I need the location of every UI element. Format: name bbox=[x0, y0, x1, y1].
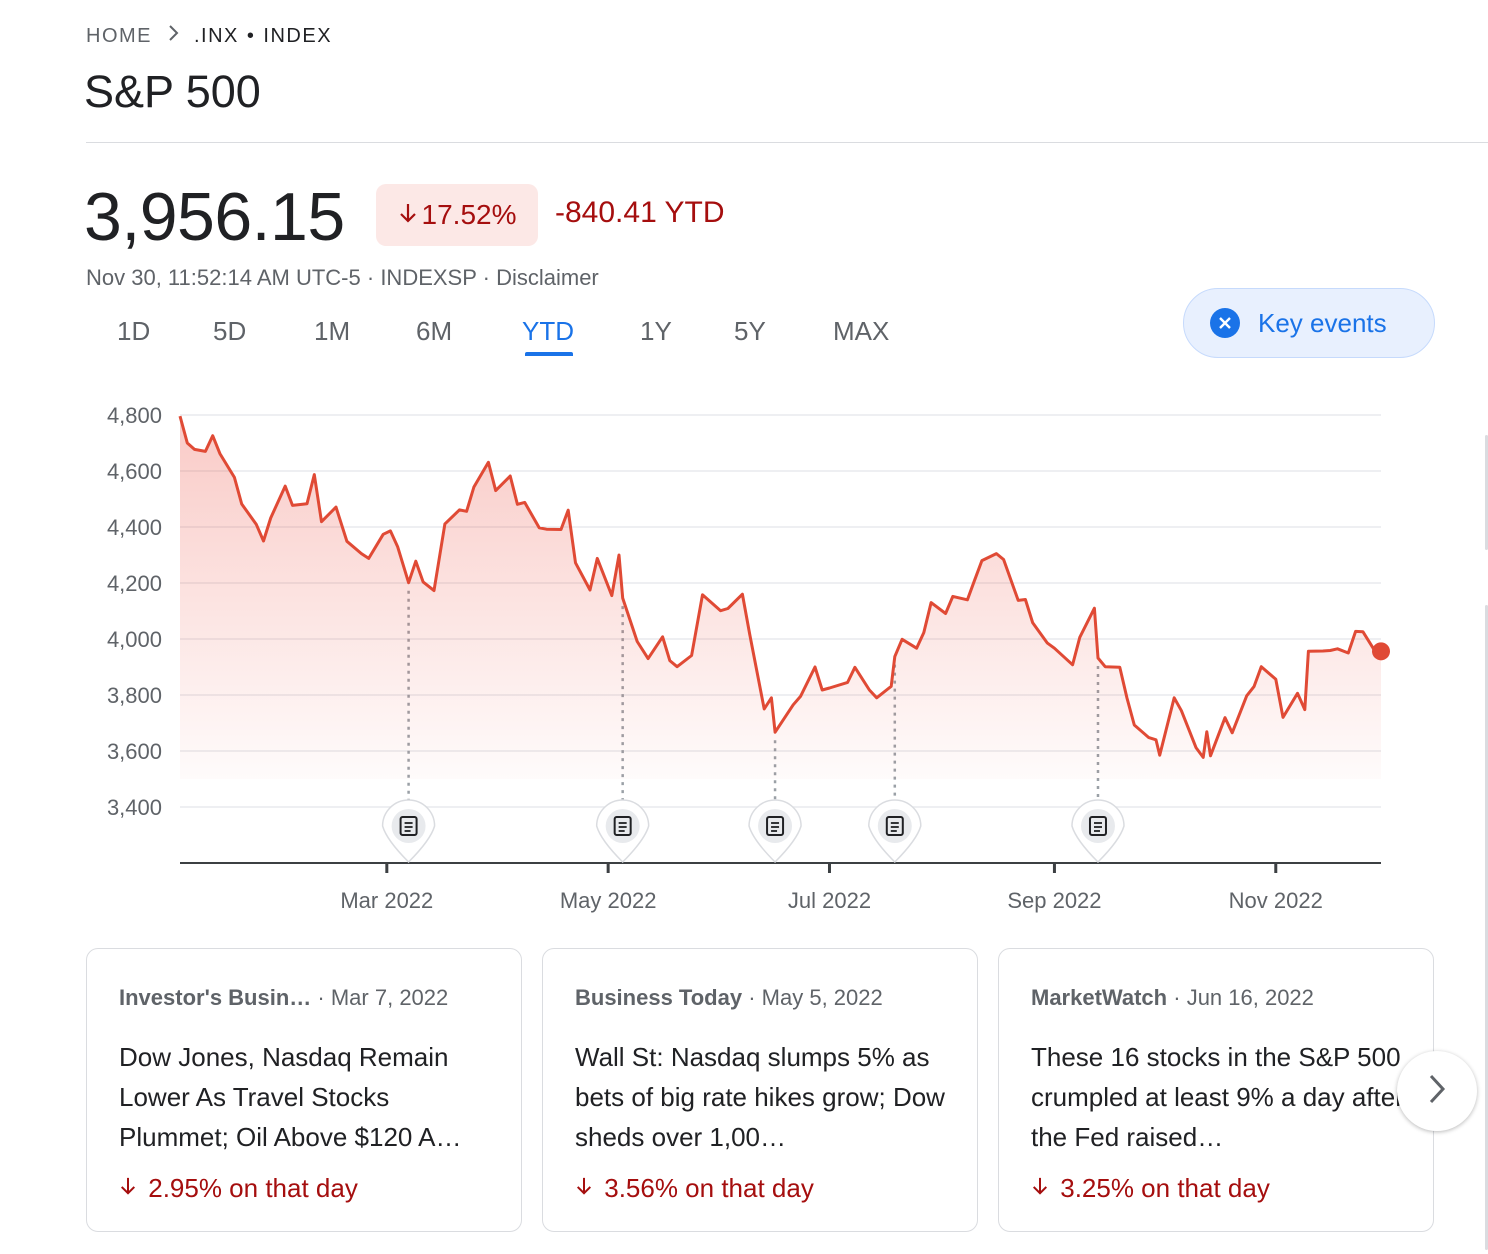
news-change: 2.95% on that day bbox=[119, 1173, 358, 1204]
x-tick-label: Jul 2022 bbox=[788, 888, 871, 913]
news-source: Investor's Busin… bbox=[119, 985, 312, 1010]
news-source-line: Investor's Busin… · Mar 7, 2022 bbox=[119, 985, 448, 1011]
news-headline: Wall St: Nasdaq slumps 5% as bets of big… bbox=[575, 1042, 945, 1152]
percent-change-badge: 17.52% bbox=[376, 184, 538, 246]
key-events-toggle[interactable]: Key events bbox=[1183, 288, 1435, 358]
article-icon bbox=[613, 816, 632, 836]
article-icon-frame bbox=[885, 816, 904, 836]
news-card[interactable]: Investor's Busin… · Mar 7, 2022 Dow Jone… bbox=[86, 948, 522, 1232]
article-icon-frame bbox=[1088, 816, 1107, 836]
breadcrumb-type: INDEX bbox=[263, 24, 333, 47]
news-source: MarketWatch bbox=[1031, 985, 1168, 1010]
current-price-dot bbox=[1372, 642, 1390, 661]
arrow-down-icon bbox=[575, 1173, 600, 1203]
article-icon-frame bbox=[613, 816, 632, 836]
breadcrumb: HOME .INX • INDEX bbox=[86, 24, 332, 48]
quote-meta: Nov 30, 11:52:14 AM UTC-5 · INDEXSP · Di… bbox=[86, 265, 599, 291]
percent-change-value: 17.52% bbox=[421, 199, 517, 230]
arrow-down-icon bbox=[1031, 1173, 1056, 1203]
news-change-value: 3.56% on that day bbox=[604, 1173, 814, 1203]
news-card[interactable]: Business Today · May 5, 2022 Wall St: Na… bbox=[542, 948, 978, 1232]
x-tick-label: Sep 2022 bbox=[1007, 888, 1101, 913]
key-event-marker[interactable] bbox=[748, 799, 802, 864]
price-chart[interactable]: 4,800 4,600 4,400 4,200 4,000 3,800 3,600 3,400… bbox=[0, 390, 1488, 920]
close-circle-icon bbox=[1210, 308, 1240, 338]
key-event-marker[interactable] bbox=[868, 799, 922, 864]
active-tab-indicator bbox=[525, 352, 573, 356]
quote-timestamp: Nov 30, 11:52:14 AM UTC-5 bbox=[86, 265, 361, 290]
ytd-change: -840.41 YTD bbox=[555, 196, 725, 229]
scrollbar-track[interactable] bbox=[1485, 605, 1488, 1250]
chevron-right-icon bbox=[1427, 1073, 1447, 1110]
news-separator: · bbox=[317, 985, 331, 1010]
y-tick-label: 4,000 bbox=[107, 627, 162, 652]
key-event-marker[interactable] bbox=[381, 799, 436, 864]
next-news-button[interactable] bbox=[1397, 1051, 1477, 1131]
meta-separator: · bbox=[482, 265, 497, 290]
meta-separator: · bbox=[366, 265, 381, 290]
article-icon bbox=[885, 816, 904, 836]
marker-inner bbox=[391, 809, 426, 843]
news-separator: · bbox=[748, 985, 762, 1010]
arrow-down-icon bbox=[398, 200, 418, 231]
news-change-value: 3.25% on that day bbox=[1060, 1173, 1270, 1203]
y-tick-label: 4,600 bbox=[107, 459, 162, 484]
article-icon-frame bbox=[399, 816, 418, 836]
y-tick-label: 4,400 bbox=[107, 515, 162, 540]
x-tick-label: Mar 2022 bbox=[340, 888, 433, 913]
range-tab-5d[interactable]: 5D bbox=[213, 316, 247, 346]
marker-inner bbox=[1080, 809, 1115, 843]
news-date: Jun 16, 2022 bbox=[1186, 985, 1314, 1010]
range-tab-1y[interactable]: 1Y bbox=[640, 316, 672, 346]
news-headline: These 16 stocks in the S&P 500 crumpled … bbox=[1031, 1042, 1404, 1152]
article-icon bbox=[1088, 816, 1107, 836]
news-change: 3.25% on that day bbox=[1031, 1173, 1270, 1204]
chevron-right-icon bbox=[168, 24, 180, 48]
range-tab-5y[interactable]: 5Y bbox=[734, 316, 766, 346]
header-divider bbox=[86, 142, 1488, 143]
y-tick-label: 3,600 bbox=[107, 739, 162, 764]
news-date: Mar 7, 2022 bbox=[330, 985, 449, 1010]
news-headline: Dow Jones, Nasdaq Remain Lower As Travel… bbox=[119, 1042, 462, 1152]
arrow-down-icon bbox=[119, 1173, 144, 1203]
disclaimer-link[interactable]: Disclaimer bbox=[496, 265, 599, 290]
y-tick-label: 3,800 bbox=[107, 683, 162, 708]
news-date: May 5, 2022 bbox=[761, 985, 883, 1010]
range-tab-6m[interactable]: 6M bbox=[416, 316, 453, 346]
y-tick-label: 4,200 bbox=[107, 571, 162, 596]
news-change: 3.56% on that day bbox=[575, 1173, 814, 1204]
article-icon bbox=[766, 816, 785, 836]
article-icon-frame bbox=[766, 816, 785, 836]
page-title: S&P 500 bbox=[84, 66, 261, 117]
key-event-marker[interactable] bbox=[1071, 799, 1125, 864]
news-source-line: MarketWatch · Jun 16, 2022 bbox=[1031, 985, 1314, 1011]
current-price: 3,956.15 bbox=[84, 179, 345, 255]
key-events-label: Key events bbox=[1258, 307, 1387, 338]
range-tab-max[interactable]: MAX bbox=[833, 316, 890, 346]
breadcrumb-home-link[interactable]: HOME bbox=[86, 24, 152, 47]
key-event-marker[interactable] bbox=[595, 799, 650, 864]
news-card[interactable]: MarketWatch · Jun 16, 2022 These 16 stoc… bbox=[998, 948, 1434, 1232]
range-tab-1m[interactable]: 1M bbox=[314, 316, 351, 346]
price-area bbox=[180, 416, 1381, 779]
marker-inner bbox=[877, 809, 912, 843]
x-tick-label: May 2022 bbox=[560, 888, 657, 913]
marker-inner bbox=[605, 809, 640, 843]
quote-exchange: INDEXSP bbox=[380, 265, 477, 290]
y-tick-label: 3,400 bbox=[107, 795, 162, 820]
marker-inner bbox=[758, 809, 793, 843]
scrollbar-track[interactable] bbox=[1485, 435, 1488, 550]
news-source-line: Business Today · May 5, 2022 bbox=[575, 985, 883, 1011]
breadcrumb-ticker: .INX bbox=[194, 24, 239, 47]
article-icon bbox=[399, 816, 418, 836]
range-tab-ytd[interactable]: YTD bbox=[522, 316, 574, 346]
news-source: Business Today bbox=[575, 985, 743, 1010]
breadcrumb-separator: • bbox=[246, 24, 256, 47]
news-separator: · bbox=[1173, 985, 1187, 1010]
x-tick-label: Nov 2022 bbox=[1229, 888, 1323, 913]
y-tick-label: 4,800 bbox=[107, 403, 162, 428]
price-line bbox=[178, 415, 1382, 759]
news-change-value: 2.95% on that day bbox=[148, 1173, 358, 1203]
range-tab-1d[interactable]: 1D bbox=[117, 316, 151, 346]
